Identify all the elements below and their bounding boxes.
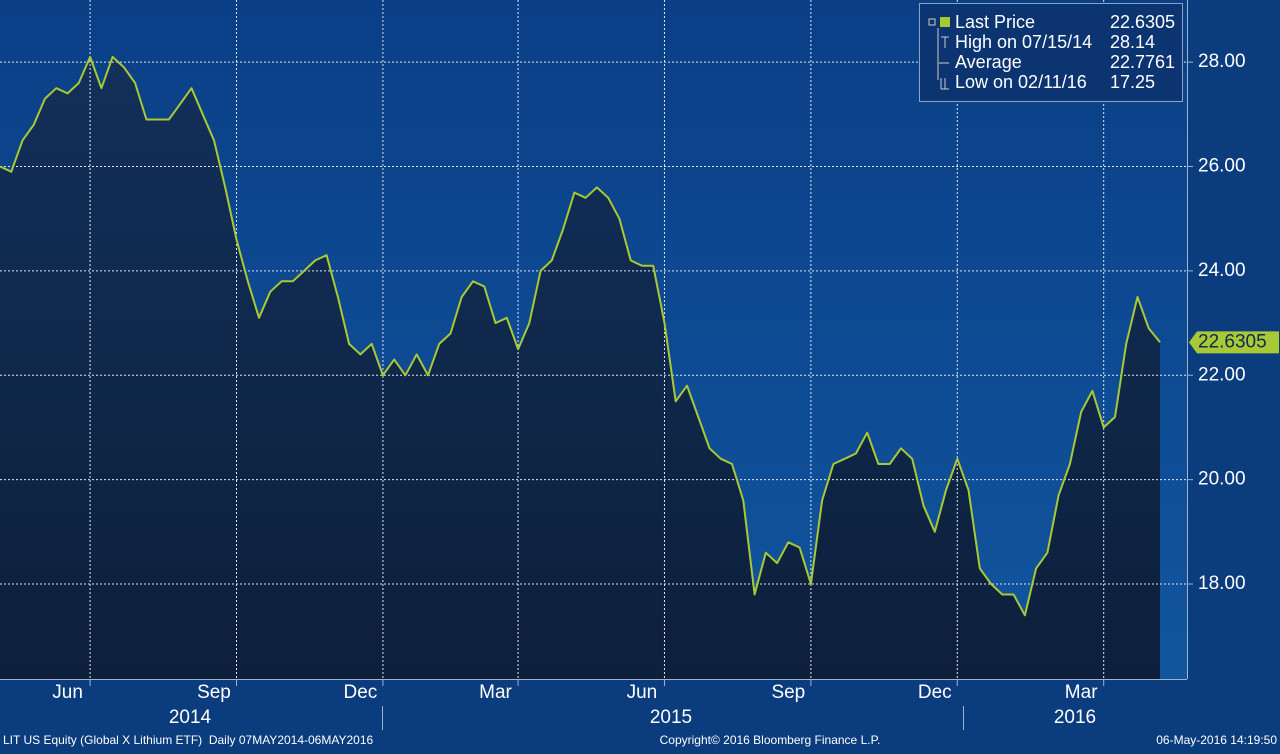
legend-label: Average (955, 52, 1022, 72)
y-tick-label: 26.00 (1198, 156, 1246, 177)
year-label: 2014 (169, 707, 212, 728)
x-tick-label: Jun (627, 682, 658, 703)
footer-source: LIT US Equity (Global X Lithium ETF) Dai… (3, 733, 373, 747)
footer-copyright: Copyright© 2016 Bloomberg Finance L.P. (660, 733, 881, 747)
x-tick-label: Mar (479, 682, 512, 703)
legend-label: Last Price (955, 12, 1035, 32)
x-tick-label: Sep (197, 682, 231, 703)
year-label: 2015 (650, 707, 692, 728)
area-fill (0, 56, 1160, 679)
legend-value: 22.6305 (1110, 12, 1175, 32)
y-tick-label: 20.00 (1198, 469, 1246, 490)
last-price-label: 22.6305 (1198, 331, 1267, 352)
y-tick-label: 28.00 (1198, 51, 1246, 72)
x-tick-label: Mar (1065, 682, 1098, 703)
footer-timestamp: 06-May-2016 14:19:50 (1156, 733, 1277, 747)
x-tick-label: Sep (771, 682, 805, 703)
y-tick-label: 18.00 (1198, 573, 1246, 594)
legend-box (919, 3, 1183, 102)
legend-value: 17.25 (1110, 72, 1155, 92)
y-tick-label: 24.00 (1198, 260, 1246, 281)
year-label: 2016 (1054, 707, 1096, 728)
x-tick-label: Jun (52, 682, 83, 703)
legend-toggle (928, 18, 936, 26)
legend-value: 22.7761 (1110, 52, 1175, 72)
x-tick-label: Dec (918, 682, 952, 703)
legend-value: 28.14 (1110, 32, 1155, 52)
price-line (0, 55, 1161, 617)
legend-swatch (940, 17, 950, 27)
last-price-tag (1189, 331, 1279, 354)
legend-label: High on 07/15/14 (955, 32, 1092, 52)
y-tick-label: 22.00 (1198, 364, 1246, 385)
legend-icons (937, 28, 949, 90)
x-tick-label: Dec (343, 682, 377, 703)
legend-label: Low on 02/11/16 (955, 72, 1087, 92)
